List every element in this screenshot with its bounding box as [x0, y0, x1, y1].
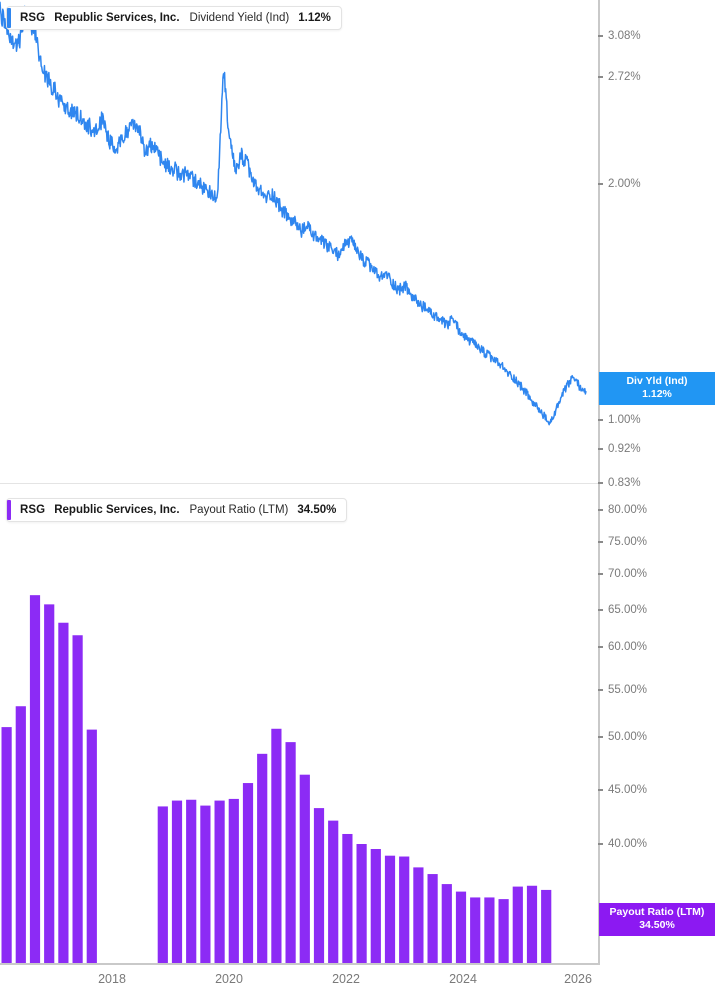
payout-ratio-bar[interactable]: 2019 Q3: 45.30% [186, 799, 197, 963]
payout-ratio-bar[interactable]: 2023 Q2: 38.50% [399, 856, 410, 963]
right-axis: 3.08% 2.72% 2.00% 1.00% 0.92% 0.83% 80.00% 75.0… [598, 0, 717, 965]
payout-ratio-bar[interactable]: 2019 Q1: 44.50% [157, 806, 168, 963]
axis-tick-label: 70.00% [608, 568, 648, 580]
axis-tick-label: 75.00% [608, 536, 648, 548]
payout-ratio-bar[interactable]: 2023 Q3: 37.20% [413, 867, 424, 963]
x-axis-label: 2020 [215, 972, 243, 986]
axis-tick-label: 45.00% [608, 784, 648, 796]
payout-ratio-bar[interactable]: 2024 Q2: 34.30% [455, 891, 467, 963]
axis-tick [598, 689, 603, 691]
payout-ratio-bar[interactable]: 2022 Q1: 42.80% [328, 820, 339, 963]
axis-tick-label: 65.00% [608, 604, 648, 616]
x-axis-label: 2024 [449, 972, 477, 986]
axis-tick-label: 40.00% [608, 838, 648, 850]
dividend-yield-line-chart[interactable] [0, 0, 598, 484]
payout-ratio-bar[interactable]: 2022 Q4: 39.40% [370, 849, 381, 963]
axis-tick [598, 448, 603, 450]
payout-ratio-bar[interactable]: 2022 Q3: 40.00% [356, 844, 367, 963]
axis-tick [598, 646, 603, 648]
axis-tick [598, 609, 603, 611]
axis-tick [598, 509, 603, 511]
axis-tick-label: 55.00% [608, 684, 648, 696]
payout-ratio-bar[interactable]: 2021 Q3: 48.30% [299, 774, 310, 963]
payout-ratio-bar[interactable]: 2017 Q1: 68.70% [44, 604, 55, 963]
x-axis-label: 2026 [564, 972, 592, 986]
badge-label: Div Yld (Ind) [626, 375, 688, 387]
legend-color-swatch [7, 500, 11, 520]
axis-tick [598, 573, 603, 575]
axis-tick-label: 0.83% [608, 477, 641, 489]
legend-value: 34.50% [297, 504, 337, 516]
legend-value: 1.12% [298, 12, 331, 24]
payout-ratio-bar[interactable]: 2023 Q1: 38.60% [384, 855, 396, 963]
payout-ratio-panel: 2016 Q2: 54.00%2016 Q3: 56.50%2016 Q4: 6… [0, 484, 598, 965]
legend-payout-ratio[interactable]: RSG Republic Services, Inc. Payout Ratio… [6, 498, 348, 522]
payout-ratio-bar[interactable]: 2021 Q1: 53.80% [271, 728, 282, 963]
payout-ratio-bar[interactable]: 2020 Q3: 47.30% [242, 783, 254, 963]
legend-metric: Dividend Yield (Ind) [189, 12, 290, 24]
payout-ratio-bar[interactable]: 2019 Q4: 44.60% [200, 805, 211, 963]
badge-value: 1.12% [642, 388, 672, 400]
axis-tick [598, 541, 603, 543]
legend-company: Republic Services, Inc. [54, 504, 180, 516]
payout-ratio-bar[interactable]: 2021 Q4: 44.30% [313, 808, 325, 963]
legend-company: Republic Services, Inc. [54, 12, 180, 24]
payout-ratio-bar[interactable]: 2016 Q2: 54.00% [1, 727, 12, 963]
payout-ratio-bar[interactable]: 2019 Q2: 45.20% [171, 800, 183, 963]
payout-ratio-bar[interactable]: 2024 Q4: 33.60% [484, 897, 495, 963]
axis-tick-label: 0.92% [608, 443, 641, 455]
panel-divider [0, 483, 598, 484]
payout-ratio-bar[interactable]: 2024 Q1: 35.20% [441, 884, 452, 963]
payout-ratio-bar[interactable]: 2025 Q3: 35.00% [526, 885, 538, 963]
axis-tick [598, 76, 603, 78]
x-axis-label: 2018 [98, 972, 126, 986]
legend-color-swatch [7, 8, 11, 28]
payout-ratio-bar[interactable]: 2023 Q4: 36.40% [427, 874, 438, 963]
axis-tick-label: 50.00% [608, 731, 648, 743]
dividend-yield-line [0, 1, 587, 426]
axis-tick-label: 2.72% [608, 71, 641, 83]
payout-ratio-bar[interactable]: 2025 Q1: 33.40% [498, 899, 509, 963]
axis-tick [598, 736, 603, 738]
payout-ratio-bar[interactable]: 2017 Q2: 66.50% [58, 622, 69, 963]
payout-ratio-bar[interactable]: 2017 Q4: 53.70% [86, 729, 97, 963]
payout-ratio-bar[interactable]: 2025 Q2: 34.90% [512, 886, 523, 963]
x-axis-rule [0, 963, 598, 965]
legend-dividend-yield[interactable]: RSG Republic Services, Inc. Dividend Yie… [6, 6, 342, 30]
legend-metric: Payout Ratio (LTM) [189, 504, 289, 516]
axis-tick-label: 3.08% [608, 30, 641, 42]
axis-tick [598, 35, 603, 37]
x-axis-label: 2022 [332, 972, 360, 986]
payout-ratio-bar[interactable]: 2016 Q3: 56.50% [15, 706, 26, 963]
payout-ratio-bar[interactable]: 2016 Q4: 69.80% [29, 595, 41, 963]
payout-ratio-bar[interactable]: 2020 Q2: 45.40% [228, 798, 239, 963]
axis-tick-label: 80.00% [608, 504, 648, 516]
payout-ratio-bar-chart[interactable]: 2016 Q2: 54.00%2016 Q3: 56.50%2016 Q4: 6… [0, 484, 598, 965]
payout-ratio-bar[interactable]: 2020 Q1: 45.20% [214, 800, 225, 963]
payout-ratio-bar[interactable]: 2017 Q3: 65.00% [72, 635, 83, 963]
axis-tick [598, 843, 603, 845]
legend-ticker: RSG [20, 504, 46, 516]
payout-ratio-bar[interactable]: 2020 Q4: 50.80% [257, 753, 268, 963]
payout-ratio-bar[interactable]: 2024 Q3: 33.60% [470, 897, 481, 963]
legend-ticker: RSG [20, 12, 46, 24]
badge-dividend-yield[interactable]: Div Yld (Ind) 1.12% [599, 372, 715, 405]
dividend-yield-panel [0, 0, 598, 484]
axis-tick [598, 419, 603, 421]
badge-payout-ratio[interactable]: Payout Ratio (LTM) 34.50% [599, 903, 715, 936]
axis-tick [598, 183, 603, 185]
axis-tick [598, 789, 603, 791]
badge-value: 34.50% [639, 919, 675, 931]
axis-tick [598, 482, 603, 484]
axis-tick-label: 1.00% [608, 414, 641, 426]
payout-ratio-bar[interactable]: 2025 Q4: 34.50% [541, 889, 552, 963]
payout-ratio-bar[interactable]: 2022 Q2: 41.20% [342, 833, 353, 963]
badge-label: Payout Ratio (LTM) [609, 906, 705, 918]
axis-tick-label: 60.00% [608, 641, 648, 653]
axis-tick-label: 2.00% [608, 178, 641, 190]
payout-ratio-bar[interactable]: 2021 Q2: 52.20% [285, 742, 296, 963]
